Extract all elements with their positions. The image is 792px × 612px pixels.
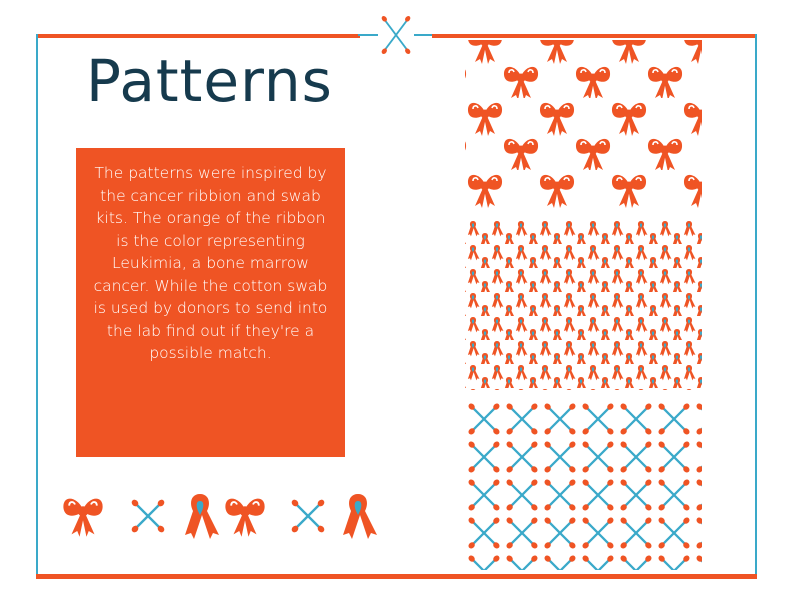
description-box: The patterns were inspired by the cancer… — [76, 148, 345, 457]
page-title: Patterns — [86, 47, 333, 115]
frame-top-right-teal — [414, 34, 434, 36]
swab-pattern — [465, 400, 702, 570]
awareness-ribbon-icon — [185, 494, 219, 539]
description-text: The patterns were inspired by the cancer… — [93, 164, 328, 362]
frame-top-left-teal — [358, 34, 378, 36]
bow-icon — [62, 497, 104, 538]
ribbon-pattern — [465, 220, 702, 390]
bow-icon — [224, 497, 266, 538]
cotton-swab-icon — [289, 497, 327, 535]
frame-top-left-orange — [36, 34, 360, 38]
bow-pattern — [465, 40, 702, 208]
frame-top-right-orange — [432, 34, 757, 38]
frame-bottom-line — [36, 574, 757, 579]
frame-left-line — [36, 34, 38, 579]
frame-right-line — [755, 34, 757, 579]
awareness-ribbon-icon — [343, 494, 377, 539]
swab-ornament-icon — [381, 15, 411, 55]
cotton-swab-icon — [129, 497, 167, 535]
